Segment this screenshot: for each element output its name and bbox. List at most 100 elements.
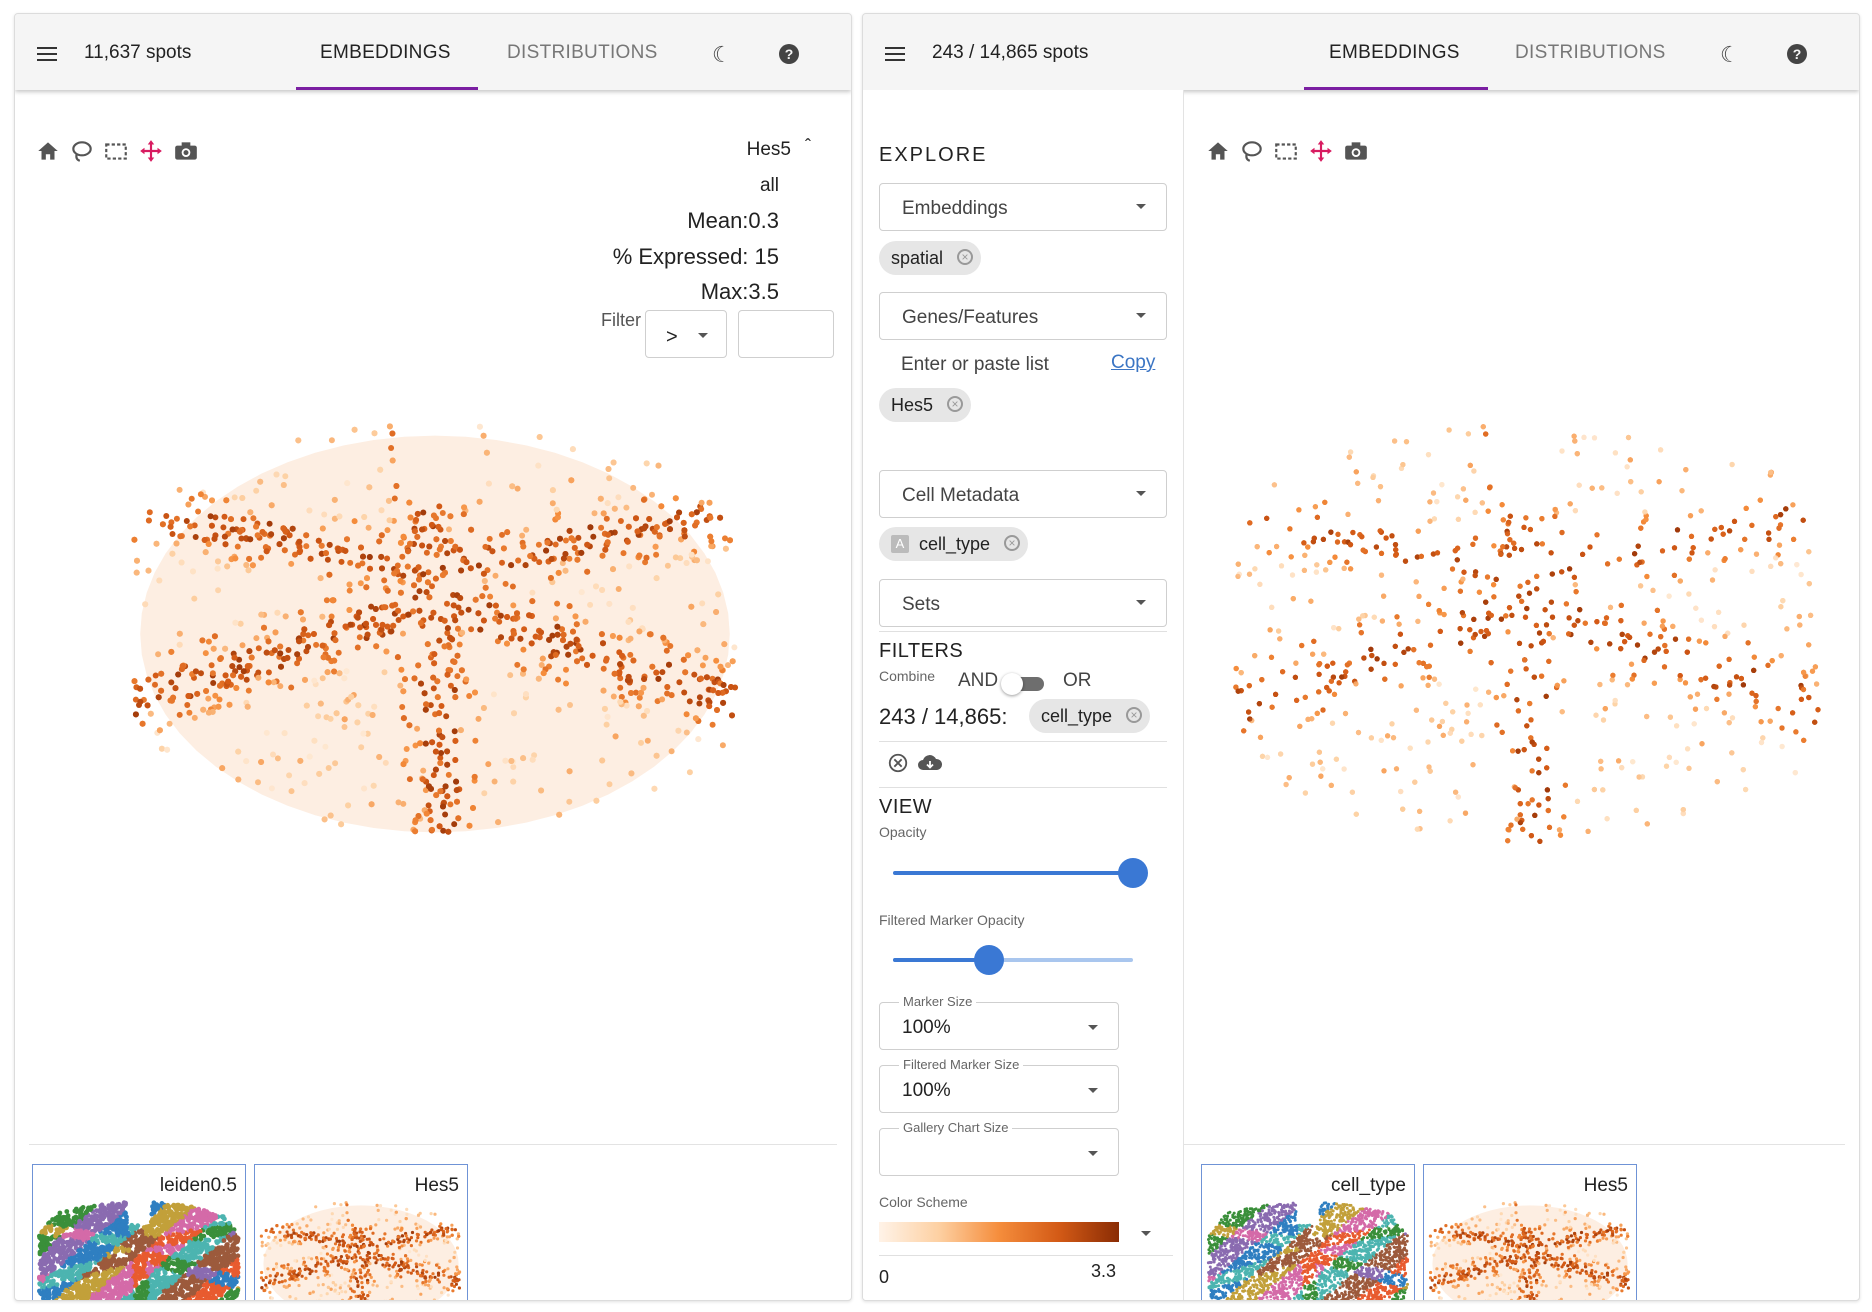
- spot-point: [415, 813, 422, 819]
- spot-point: [91, 1279, 96, 1284]
- spot-point: [219, 1297, 225, 1300]
- spot-point: [627, 651, 634, 658]
- spot-point: [381, 604, 387, 611]
- spot-point: [90, 1285, 96, 1290]
- spot-point: [681, 533, 688, 540]
- spot-point: [599, 757, 606, 764]
- spot-point: [445, 828, 452, 835]
- home-icon[interactable]: [35, 138, 61, 164]
- spot-point: [71, 1250, 77, 1256]
- spot-point: [243, 562, 250, 568]
- spot-point: [443, 713, 450, 720]
- spot-point: [164, 1282, 170, 1288]
- spot-point: [175, 671, 182, 678]
- spot-point: [548, 556, 555, 562]
- spot-point: [508, 758, 515, 764]
- spot-point: [495, 819, 502, 826]
- spot-point: [207, 1299, 210, 1300]
- spot-point: [209, 670, 216, 677]
- spot-point: [212, 514, 219, 521]
- moon-icon[interactable]: ☾: [712, 42, 732, 67]
- spot-point: [653, 669, 660, 676]
- spot-point: [471, 773, 478, 780]
- lasso-icon[interactable]: [69, 138, 95, 164]
- spot-point: [92, 1228, 98, 1233]
- spot-point: [61, 1274, 67, 1280]
- spot-point: [282, 473, 289, 480]
- help-icon[interactable]: ?: [779, 44, 799, 64]
- gallery-thumb-hes5[interactable]: Hes5: [254, 1164, 468, 1300]
- spot-point: [229, 1245, 235, 1251]
- spot-point: [119, 1245, 125, 1251]
- spot-point: [466, 822, 473, 829]
- spot-point: [406, 776, 413, 783]
- spot-point: [382, 759, 389, 766]
- spot-point: [158, 745, 165, 752]
- spot-point: [378, 507, 385, 514]
- spot-point: [210, 1266, 216, 1272]
- camera-icon[interactable]: [173, 138, 199, 164]
- spot-point: [106, 1254, 112, 1259]
- spot-point: [172, 1293, 178, 1299]
- tab-embeddings[interactable]: EMBEDDINGS: [320, 42, 451, 63]
- spot-point: [390, 622, 397, 629]
- chevron-up-icon[interactable]: ˆ: [805, 136, 811, 156]
- spot-point: [606, 600, 613, 607]
- spot-point: [630, 657, 637, 664]
- spot-point: [247, 509, 254, 516]
- spot-point: [173, 1298, 178, 1300]
- spot-point: [452, 543, 459, 550]
- spot-point: [140, 1259, 146, 1265]
- spot-point: [211, 1294, 217, 1300]
- spot-point: [55, 1216, 61, 1222]
- spot-point: [434, 678, 441, 685]
- spot-point: [170, 694, 177, 701]
- spot-point: [336, 670, 343, 677]
- spot-point: [196, 1297, 201, 1300]
- spot-point: [155, 1206, 161, 1211]
- spot-point: [599, 552, 606, 559]
- spot-point: [142, 1292, 147, 1297]
- spot-point: [430, 685, 437, 692]
- spot-point: [436, 546, 443, 553]
- spot-point: [321, 511, 328, 518]
- spot-point: [323, 597, 330, 604]
- filter-value-input[interactable]: [738, 310, 834, 358]
- spot-point: [424, 579, 431, 586]
- pan-icon[interactable]: [138, 138, 164, 164]
- spot-point: [666, 661, 672, 668]
- spot-point: [180, 1219, 186, 1225]
- gallery-thumb-leiden[interactable]: leiden0.5: [32, 1164, 246, 1300]
- spot-point: [176, 1227, 182, 1233]
- filter-operator-select[interactable]: >: [645, 310, 727, 358]
- menu-icon[interactable]: [37, 47, 57, 61]
- spot-point: [196, 1243, 202, 1249]
- spot-point: [133, 1257, 139, 1263]
- spot-point: [83, 1253, 89, 1259]
- spot-point: [373, 643, 380, 650]
- spot-point: [219, 1247, 224, 1253]
- spot-point: [364, 730, 371, 737]
- spot-point: [544, 539, 551, 546]
- embedding-plot[interactable]: [115, 414, 755, 854]
- spot-point: [289, 525, 296, 532]
- spot-point: [468, 526, 475, 533]
- spot-point: [384, 623, 391, 630]
- spot-point: [113, 1238, 119, 1244]
- tab-distributions[interactable]: DISTRIBUTIONS: [507, 42, 658, 63]
- spot-point: [658, 503, 665, 510]
- spot-point: [715, 690, 722, 696]
- spot-point: [258, 759, 265, 765]
- spot-point: [480, 432, 487, 439]
- spot-point: [383, 648, 390, 655]
- spot-point: [188, 1221, 193, 1227]
- spot-point: [623, 504, 630, 511]
- spot-point: [570, 628, 576, 635]
- spot-point: [47, 1258, 52, 1263]
- spot-point: [300, 616, 306, 623]
- select-icon[interactable]: [103, 138, 129, 164]
- spot-point: [626, 563, 633, 570]
- spot-point: [572, 613, 579, 620]
- legend-feature[interactable]: Hes5: [746, 139, 791, 160]
- spot-point: [720, 682, 727, 688]
